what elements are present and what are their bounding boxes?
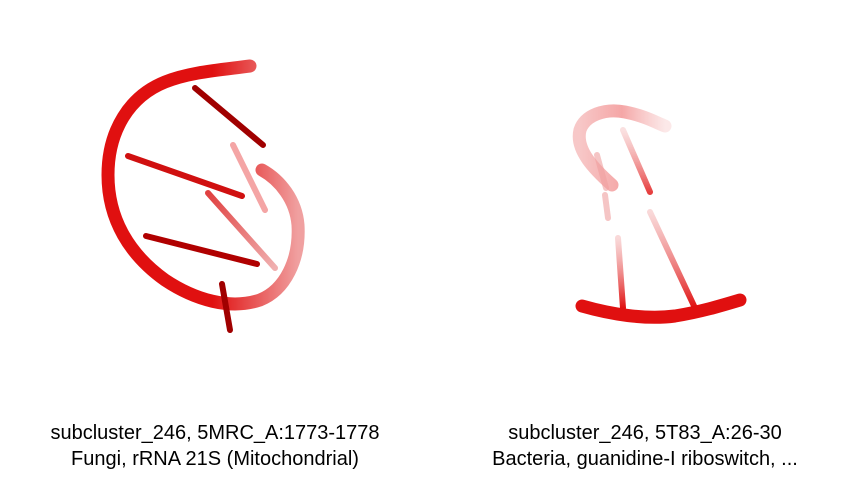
structure-caption-left: subcluster_246, 5MRC_A:1773-1778 Fungi, … xyxy=(0,420,430,472)
caption-line-2: Fungi, rRNA 21S (Mitochondrial) xyxy=(71,448,359,470)
caption-line-1: subcluster_246, 5MRC_A:1773-1778 xyxy=(50,422,380,444)
caption-line-2: Bacteria, guanidine-I riboswitch, ... xyxy=(492,448,798,470)
rna-structure-5t83 xyxy=(572,104,747,324)
structure-caption-right: subcluster_246, 5T83_A:26-30 Bacteria, g… xyxy=(430,420,860,472)
rna-structure-5mrc xyxy=(101,59,305,333)
caption-line-1: subcluster_246, 5T83_A:26-30 xyxy=(508,422,782,444)
structure-panel-left: subcluster_246, 5MRC_A:1773-1778 Fungi, … xyxy=(0,59,430,472)
structure-panel-right: subcluster_246, 5T83_A:26-30 Bacteria, g… xyxy=(430,0,860,480)
